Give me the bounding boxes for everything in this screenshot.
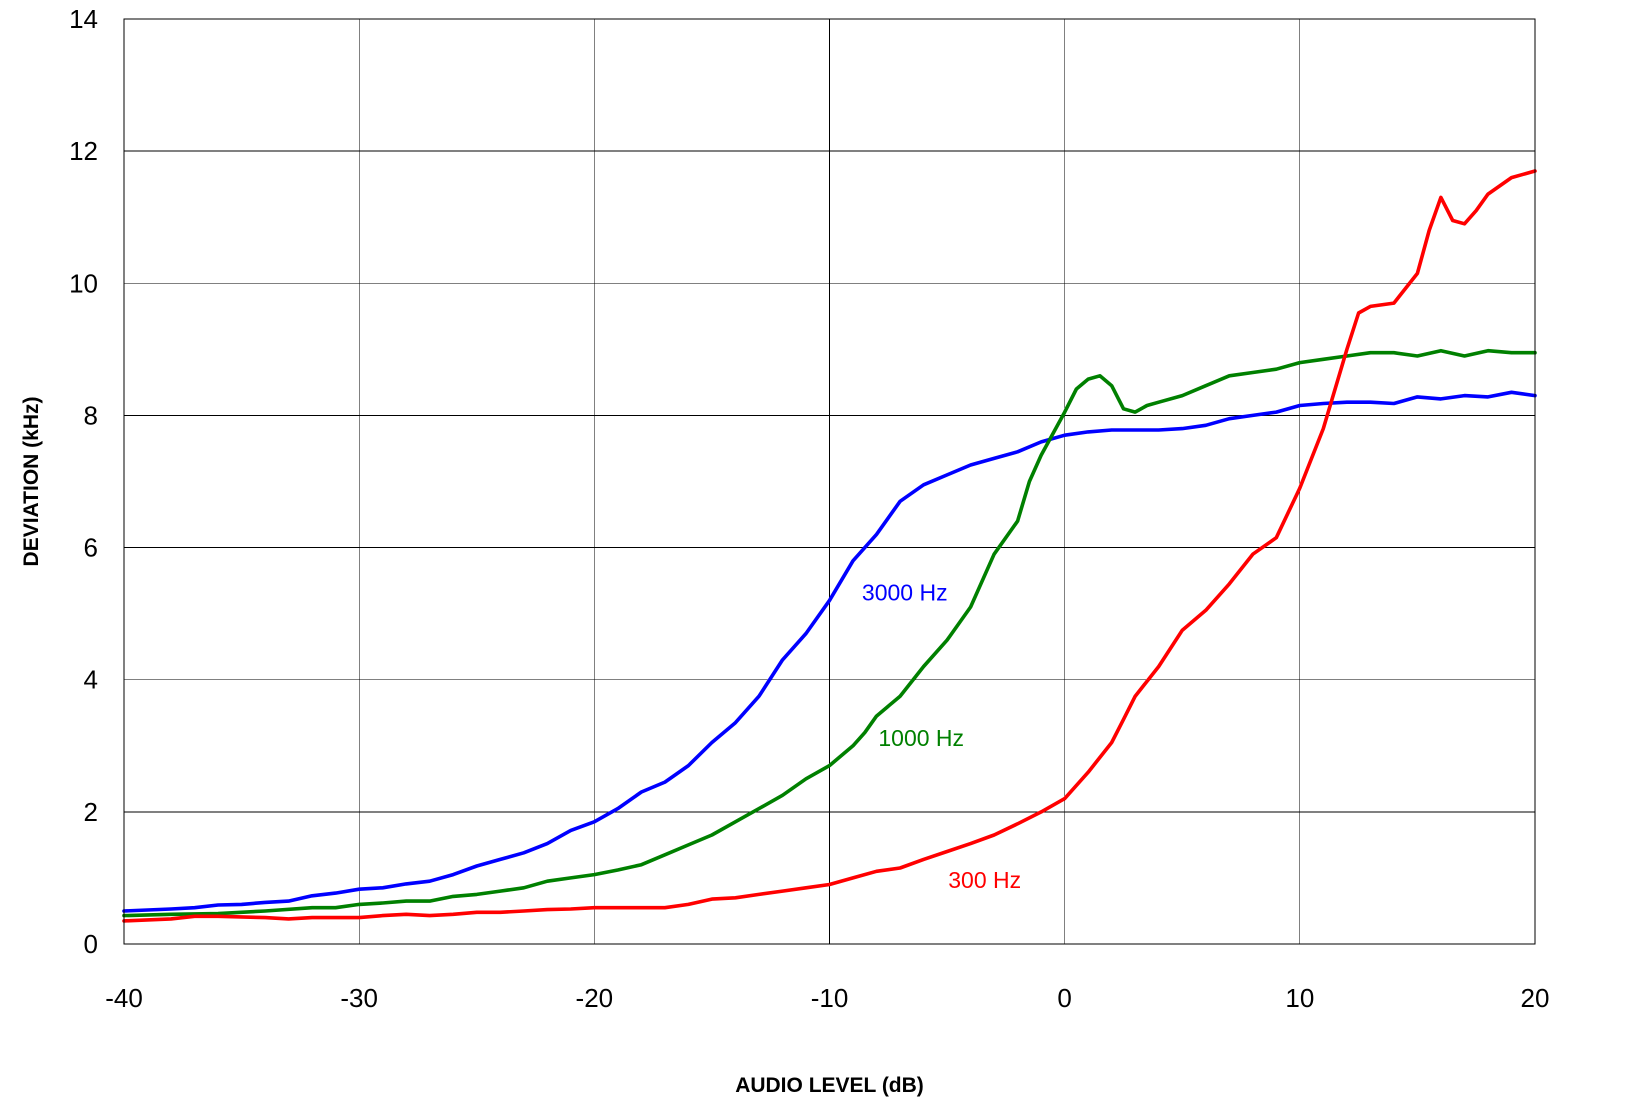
y-tick-label: 10 — [69, 268, 98, 298]
series-annotations: 3000 Hz 1000 Hz 300 Hz — [862, 579, 1021, 892]
x-tick-label: -20 — [576, 983, 614, 1013]
grid-lines — [123, 18, 1536, 945]
y-tick-label: 12 — [69, 136, 98, 166]
y-tick-label: 2 — [84, 797, 98, 827]
series-line-300-hz — [122, 169, 1537, 923]
x-tick-label: 10 — [1285, 983, 1314, 1013]
x-tick-label: -30 — [340, 983, 378, 1013]
x-tick-label: 0 — [1057, 983, 1071, 1013]
series-line-1000-hz — [122, 348, 1537, 918]
x-tick-label: 20 — [1521, 983, 1550, 1013]
series-label-1000-hz: 1000 Hz — [878, 725, 964, 751]
series-label-300-hz: 300 Hz — [948, 867, 1021, 893]
y-tick-label: 8 — [84, 400, 98, 430]
tick-labels: -40 -30 -20 -10 0 10 20 0 2 4 6 8 10 12 14 — [69, 4, 1549, 1013]
x-axis-title: AUDIO LEVEL (dB) — [735, 1074, 924, 1097]
y-tick-label: 6 — [84, 533, 98, 563]
series-lines — [122, 169, 1537, 923]
plot-frame — [123, 18, 1536, 945]
y-axis-title: DEVIATION (kHz) — [20, 397, 43, 567]
series-label-3000-hz: 3000 Hz — [862, 579, 948, 605]
x-tick-label: -10 — [811, 983, 849, 1013]
y-tick-label: 14 — [69, 4, 98, 34]
x-tick-label: -40 — [105, 983, 143, 1013]
y-tick-label: 0 — [84, 929, 98, 959]
series-line-3000-hz — [122, 390, 1537, 913]
y-tick-label: 4 — [84, 665, 98, 695]
